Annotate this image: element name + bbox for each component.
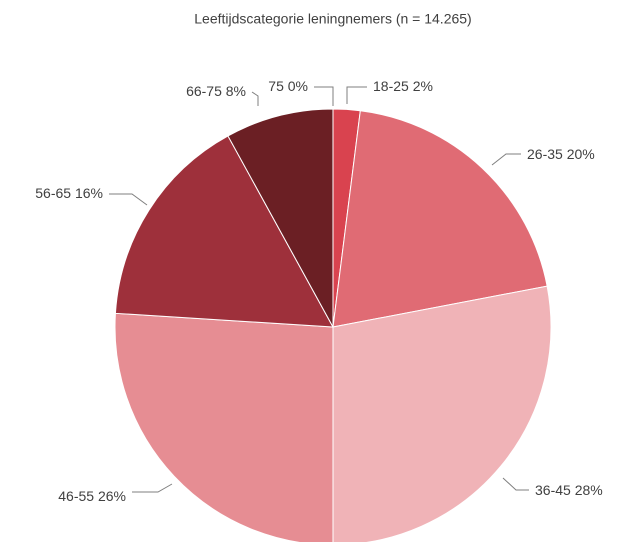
leader-line [502,477,529,491]
pie-slice [332,285,552,542]
category-label: 26-35 [527,146,563,162]
data-label: 46-55 26% [58,488,126,504]
data-label: 18-25 2% [373,78,433,94]
value-label: 0% [288,78,308,94]
data-label: 36-45 28% [535,482,603,498]
value-label: 8% [226,83,246,99]
pie-slice [114,312,334,542]
leader-line [251,91,259,106]
value-label: 28% [575,482,603,498]
value-label: 2% [413,78,433,94]
pie-slice [114,135,334,328]
category-label: 18-25 [373,78,409,94]
category-label: 56-65 [35,185,71,201]
leader-line [132,483,173,493]
pie-slice [227,108,334,328]
leader-line [314,86,334,106]
leader-line [109,193,148,206]
category-label: 36-45 [535,482,571,498]
chart-title: Leeftijdscategorie leningnemers (n = 14.… [194,11,471,27]
value-label: 20% [567,146,595,162]
pie-slice [332,110,548,328]
value-label: 26% [98,488,126,504]
category-label: 46-55 [58,488,94,504]
leader-line [491,153,521,166]
leader-line [346,86,367,104]
data-label: 26-35 20% [527,146,595,162]
category-label: 75 [268,78,284,94]
data-label: 56-65 16% [35,185,103,201]
category-label: 66-75 [186,83,222,99]
data-label: 75 0% [268,78,308,94]
data-label: 66-75 8% [186,83,246,99]
value-label: 16% [75,185,103,201]
